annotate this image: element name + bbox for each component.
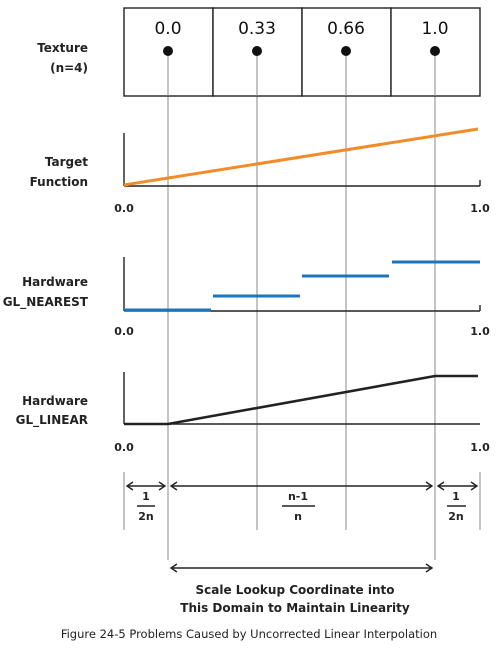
left-fraction-numerator: 1 xyxy=(142,490,150,503)
target-tick-end: 1.0 xyxy=(470,202,490,215)
domain-note-line-1: Scale Lookup Coordinate into xyxy=(196,583,395,597)
nearest-tick-start: 0.0 xyxy=(114,325,134,338)
domain-note-line-2: This Domain to Maintain Linearity xyxy=(180,601,410,615)
target-axes xyxy=(123,133,481,187)
middle-fraction-denominator: n xyxy=(294,510,302,523)
dimension-markers xyxy=(123,472,481,573)
texel-center-dot-4 xyxy=(430,46,440,56)
nearest-label-2: GL_NEAREST xyxy=(3,295,89,310)
target-tick-start: 0.0 xyxy=(114,202,134,215)
target-function-line xyxy=(123,127,479,187)
middle-fraction-numerator: n-1 xyxy=(288,490,308,503)
target-label-1: Target xyxy=(45,155,88,169)
texture-label: Texture xyxy=(37,41,88,55)
texture-value-1: 0.0 xyxy=(154,19,181,39)
texel-center-dot-2 xyxy=(252,46,262,56)
nearest-label-1: Hardware xyxy=(22,275,88,289)
linear-response-line xyxy=(124,374,478,426)
linear-tick-end: 1.0 xyxy=(470,441,490,454)
target-label-2: Function xyxy=(30,175,88,189)
right-fraction-denominator: 2n xyxy=(448,510,464,523)
figure-caption: Figure 24-5 Problems Caused by Uncorrect… xyxy=(61,627,437,641)
nearest-steps xyxy=(124,260,480,312)
nearest-axes xyxy=(123,257,481,312)
texture-value-2: 0.33 xyxy=(238,19,276,39)
texture-value-3: 0.66 xyxy=(327,19,365,39)
linear-axes xyxy=(123,372,480,425)
nearest-tick-end: 1.0 xyxy=(470,325,490,338)
linear-label-1: Hardware xyxy=(22,394,88,408)
texture-strip: 0.0 0.33 0.66 1.0 xyxy=(123,7,481,97)
guide-lines xyxy=(167,52,436,560)
texel-center-dot-1 xyxy=(163,46,173,56)
right-fraction-numerator: 1 xyxy=(452,490,460,503)
linear-tick-start: 0.0 xyxy=(114,441,134,454)
left-fraction-denominator: 2n xyxy=(138,510,154,523)
texel-center-dot-3 xyxy=(341,46,351,56)
texture-n-label: (n=4) xyxy=(50,61,88,75)
linear-label-2: GL_LINEAR xyxy=(16,413,88,428)
texture-value-4: 1.0 xyxy=(421,19,448,39)
